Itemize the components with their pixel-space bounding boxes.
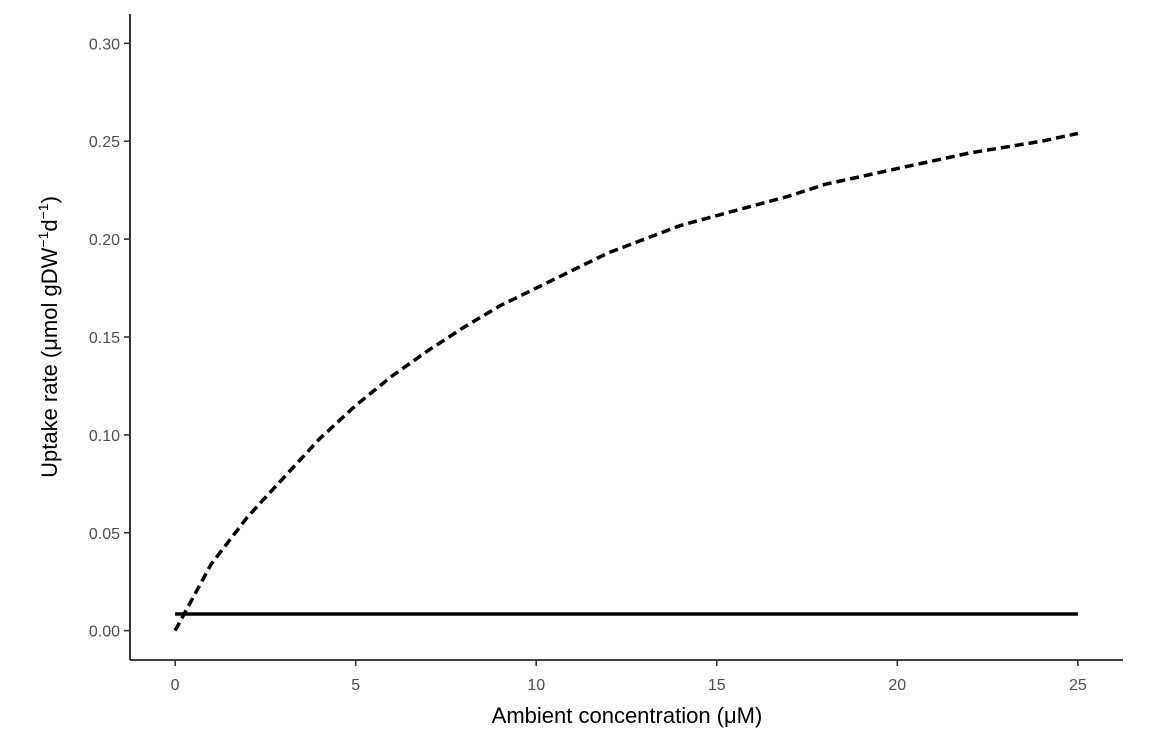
x-tick-label: 5 [351, 677, 360, 694]
x-axis-title: Ambient concentration (μM) [492, 703, 763, 728]
y-axis-title-sup1: −1 [35, 231, 51, 247]
x-tick-label: 20 [888, 677, 906, 694]
y-axis-ticks: 0.00 0.05 0.10 0.15 0.20 0.25 0.30 [89, 36, 130, 641]
series-line-dashed [173, 131, 1079, 632]
y-tick-label: 0.15 [89, 330, 120, 347]
y-tick-label: 0.20 [89, 232, 120, 249]
y-axis-title-sup2: −1 [35, 203, 51, 219]
y-axis-title-mid: d [37, 219, 62, 231]
x-tick-label: 10 [527, 677, 545, 694]
x-tick-label: 0 [171, 677, 180, 694]
y-tick-label: 0.30 [89, 36, 120, 53]
y-tick-label: 0.10 [89, 428, 120, 445]
y-axis-title-prefix: Uptake rate (μmol gDW [37, 247, 62, 478]
x-axis-ticks: 0 5 10 15 20 25 [171, 660, 1087, 694]
y-axis-title-suffix: ) [37, 196, 62, 203]
y-tick-label: 0.25 [89, 134, 120, 151]
y-axis-title: Uptake rate (μmol gDW−1d−1) [35, 196, 62, 478]
x-tick-label: 15 [708, 677, 726, 694]
plot-area [173, 131, 1079, 632]
y-tick-label: 0.00 [89, 624, 120, 641]
x-tick-label: 25 [1069, 677, 1087, 694]
y-tick-label: 0.05 [89, 526, 120, 543]
